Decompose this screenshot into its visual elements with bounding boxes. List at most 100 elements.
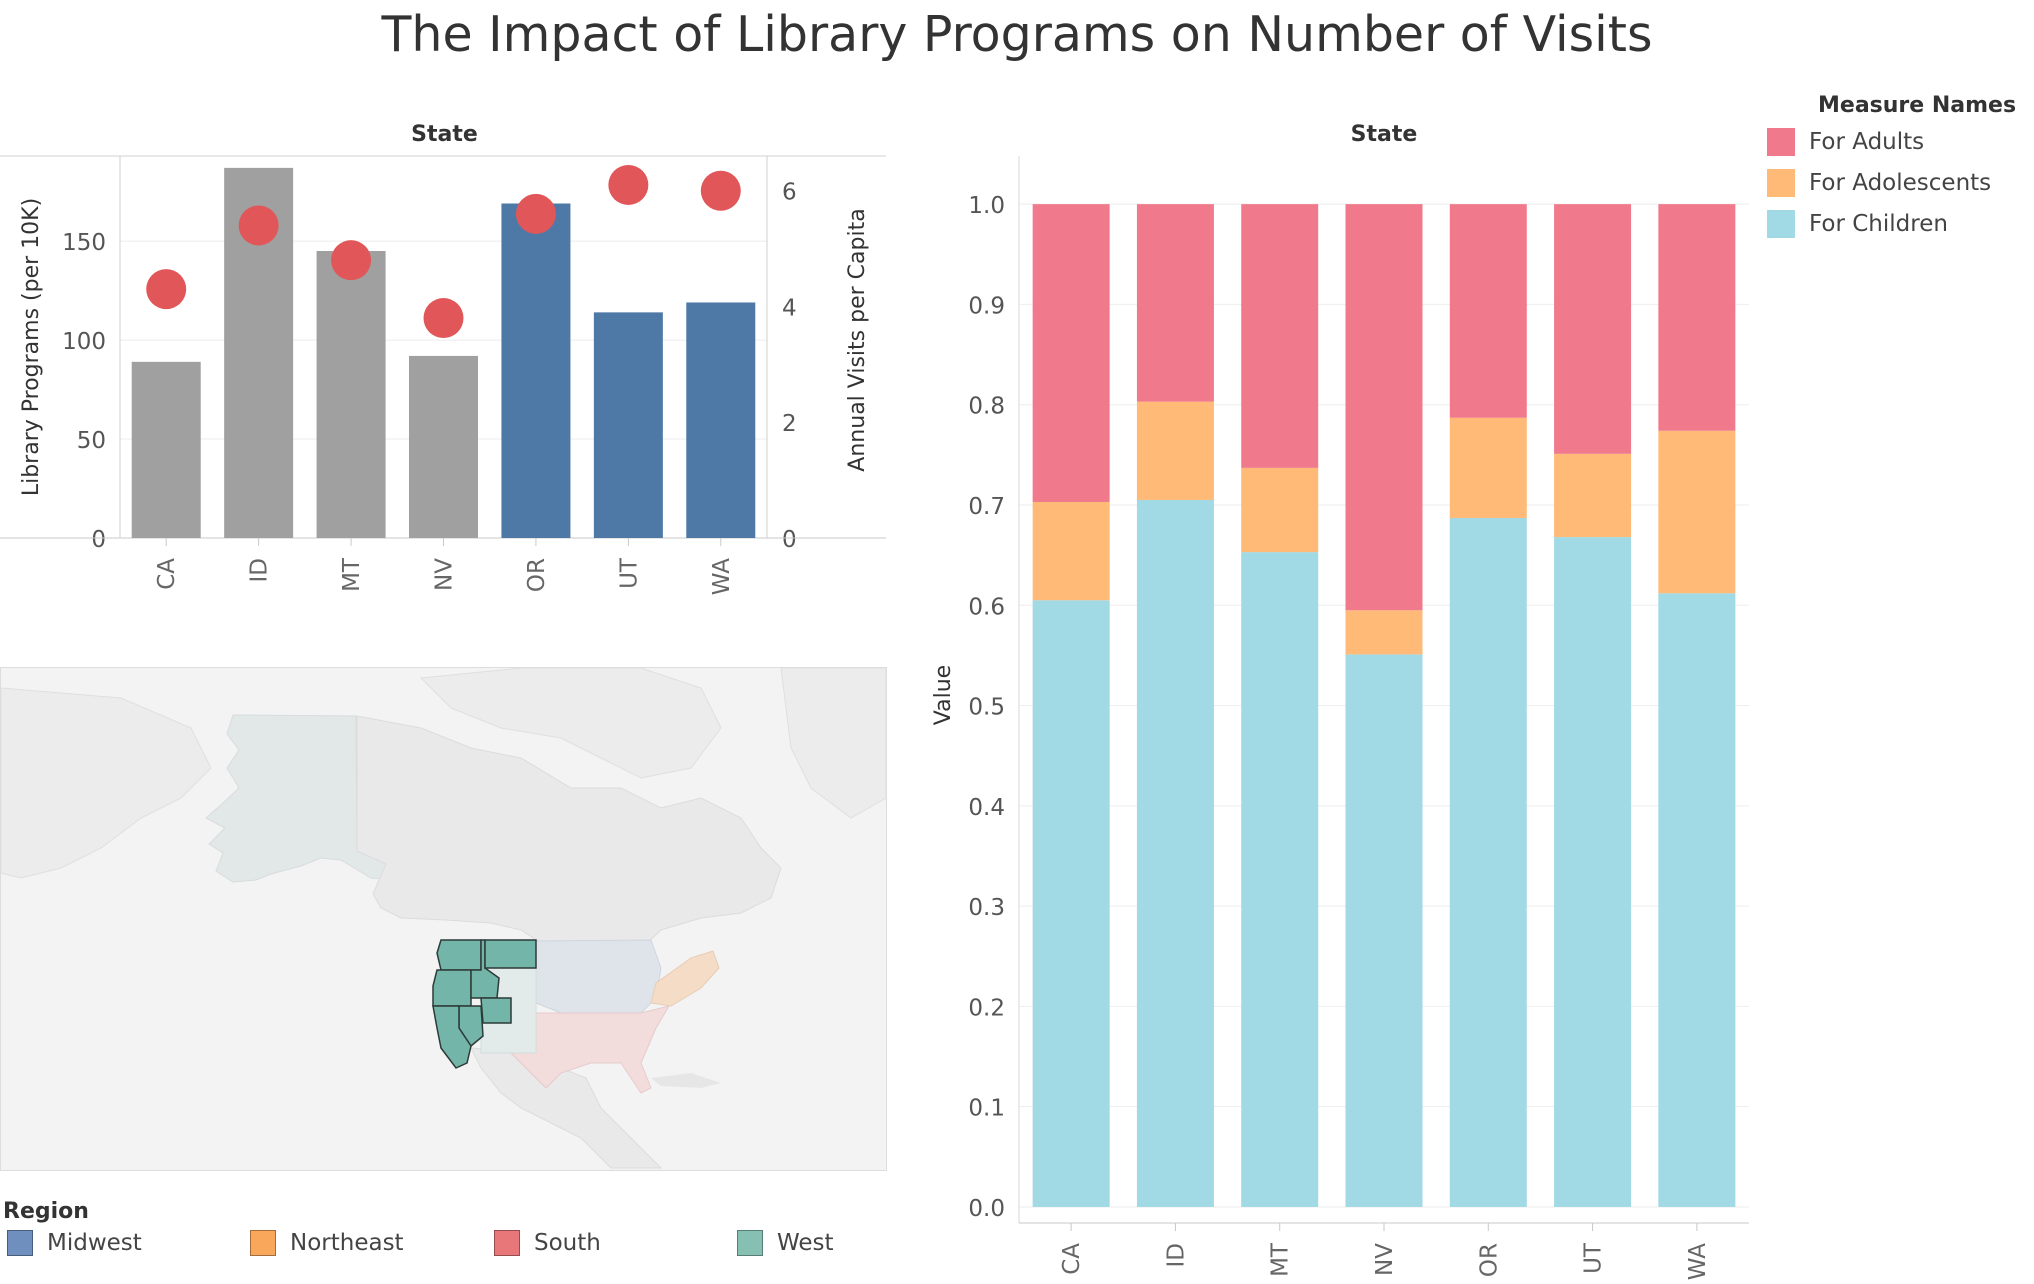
bar-x-tick-label: MT (339, 557, 365, 592)
bar-right-tick-label: 0 (782, 527, 797, 553)
stacked-tick-label: 0.3 (968, 895, 1005, 921)
region-swatch-south (494, 1230, 520, 1256)
stacked-seg-or-for-children[interactable] (1449, 518, 1527, 1207)
dot-visits-or[interactable] (515, 193, 556, 234)
stacked-seg-nv-for-adolescents[interactable] (1345, 610, 1423, 655)
map-state-ut (480, 997, 512, 1024)
stacked-seg-wa-for-adolescents[interactable] (1658, 430, 1736, 594)
bar-left-tick-label: 50 (77, 428, 106, 454)
measure-swatch-children (1767, 210, 1795, 238)
stacked-seg-mt-for-children[interactable] (1241, 552, 1319, 1207)
dot-visits-id[interactable] (238, 205, 279, 246)
stacked-seg-or-for-adolescents[interactable] (1449, 417, 1527, 519)
stacked-tick-label: 0.8 (968, 394, 1005, 420)
stacked-seg-ut-for-adolescents[interactable] (1554, 453, 1632, 538)
bar-left-tick-label: 100 (62, 329, 106, 355)
stacked-seg-or-for-adults[interactable] (1449, 204, 1527, 418)
stacked-chart: 0.0 0.1 0.2 0.3 0.4 0.5 0.6 0.7 0.8 0.9 1.0 CA ID MT N… (931, 156, 1749, 1280)
bar-x-tick-label: CA (154, 558, 180, 590)
stacked-tick-label: 0.0 (968, 1196, 1005, 1222)
stacked-tick-label: 0.6 (968, 594, 1005, 620)
stacked-seg-wa-for-adults[interactable] (1658, 204, 1736, 431)
measure-legend-label: For Adolescents (1809, 170, 1992, 196)
bar-right-tick-label: 6 (782, 180, 797, 206)
stacked-y-axis-title: Value (931, 665, 956, 725)
bar-programs-nv[interactable] (409, 355, 478, 538)
measure-legend-label: For Adults (1809, 129, 1925, 155)
region-legend-west[interactable]: West (737, 1230, 834, 1256)
stacked-seg-ca-for-adults[interactable] (1032, 204, 1110, 502)
bar-left-axis-title: Library Programs (per 10K) (19, 198, 44, 496)
map-land-caribbean (651, 1073, 721, 1088)
stacked-x-tick-label: OR (1476, 1243, 1502, 1277)
bar-left-tick-label: 0 (91, 527, 106, 553)
measure-legend-adolescents[interactable]: For Adolescents (1767, 169, 1991, 197)
stacked-seg-id-for-adolescents[interactable] (1136, 401, 1214, 500)
map-state-mt (484, 939, 537, 969)
stacked-seg-id-for-children[interactable] (1136, 499, 1214, 1207)
stacked-seg-id-for-adults[interactable] (1136, 204, 1214, 402)
region-legend-label: South (534, 1230, 601, 1256)
dot-visits-nv[interactable] (423, 298, 464, 339)
bar-x-tick-label: UT (616, 557, 642, 589)
map-state-or (432, 969, 472, 1007)
stacked-seg-mt-for-adolescents[interactable] (1241, 467, 1319, 553)
bar-x-tick-label: NV (432, 558, 458, 591)
bar-right-axis-title: Annual Visits per Capita (845, 208, 870, 471)
bar-programs-wa[interactable] (686, 302, 756, 538)
region-swatch-west (737, 1230, 763, 1256)
map-land-mexico (470, 1047, 663, 1169)
map-land-arctic (419, 667, 722, 779)
bar-programs-ca[interactable] (131, 361, 201, 538)
measure-swatch-adolescents (1767, 169, 1795, 197)
stacked-seg-ca-for-adolescents[interactable] (1032, 501, 1110, 601)
stacked-x-tick-label: CA (1059, 1243, 1085, 1275)
region-legend-northeast[interactable]: Northeast (250, 1230, 404, 1256)
stacked-tick-label: 0.2 (968, 995, 1005, 1021)
dot-visits-wa[interactable] (700, 170, 741, 211)
measure-swatch-adults (1767, 128, 1795, 156)
bar-programs-ut[interactable] (593, 312, 663, 538)
dot-visits-ut[interactable] (608, 164, 649, 205)
page-title: The Impact of Library Programs on Number… (381, 6, 1653, 63)
region-legend-south[interactable]: South (494, 1230, 601, 1256)
region-legend-label: Midwest (47, 1230, 142, 1256)
bar-chart-header: State (411, 122, 478, 147)
stacked-seg-ca-for-children[interactable] (1032, 600, 1110, 1207)
bar-programs-mt[interactable] (316, 251, 386, 538)
stacked-seg-ut-for-adults[interactable] (1554, 204, 1632, 454)
map-region-midwest (535, 939, 662, 1014)
region-legend-midwest[interactable]: Midwest (7, 1230, 142, 1256)
bar-x-tick-label: OR (524, 558, 550, 592)
measure-legend-children[interactable]: For Children (1767, 210, 1948, 238)
region-swatch-midwest (7, 1230, 33, 1256)
stacked-x-tick-label: ID (1163, 1243, 1189, 1268)
bar-programs-or[interactable] (501, 203, 571, 538)
map-region-south (505, 1005, 671, 1094)
stacked-seg-ut-for-children[interactable] (1554, 537, 1632, 1207)
stacked-tick-label: 0.5 (968, 695, 1005, 721)
dot-visits-ca[interactable] (146, 269, 187, 310)
map-land-greenland (780, 667, 887, 819)
bar-x-tick-label: ID (247, 558, 273, 583)
map-state-wa (436, 939, 482, 971)
measure-legend-adults[interactable]: For Adults (1767, 128, 1924, 156)
dot-visits-mt[interactable] (331, 240, 372, 281)
map-land-canada (356, 715, 782, 969)
region-legend-title: Region (3, 1199, 89, 1224)
stacked-seg-nv-for-adults[interactable] (1345, 204, 1423, 611)
bar-right-tick-label: 4 (782, 295, 797, 321)
measure-legend-title: Measure Names (1818, 93, 2017, 118)
stacked-seg-mt-for-adults[interactable] (1241, 204, 1319, 468)
stacked-seg-wa-for-children[interactable] (1658, 593, 1736, 1207)
map-land-asia (0, 687, 212, 879)
map-region-northeast (650, 950, 720, 1007)
measure-legend-label: For Children (1809, 211, 1948, 237)
stacked-tick-label: 1.0 (968, 193, 1005, 219)
stacked-tick-label: 0.4 (968, 795, 1005, 821)
stacked-tick-label: 0.1 (968, 1096, 1005, 1122)
stacked-seg-nv-for-children[interactable] (1345, 654, 1423, 1207)
region-map (0, 667, 887, 1171)
stacked-x-tick-label: UT (1581, 1242, 1607, 1274)
bar-right-tick-label: 2 (782, 411, 797, 437)
